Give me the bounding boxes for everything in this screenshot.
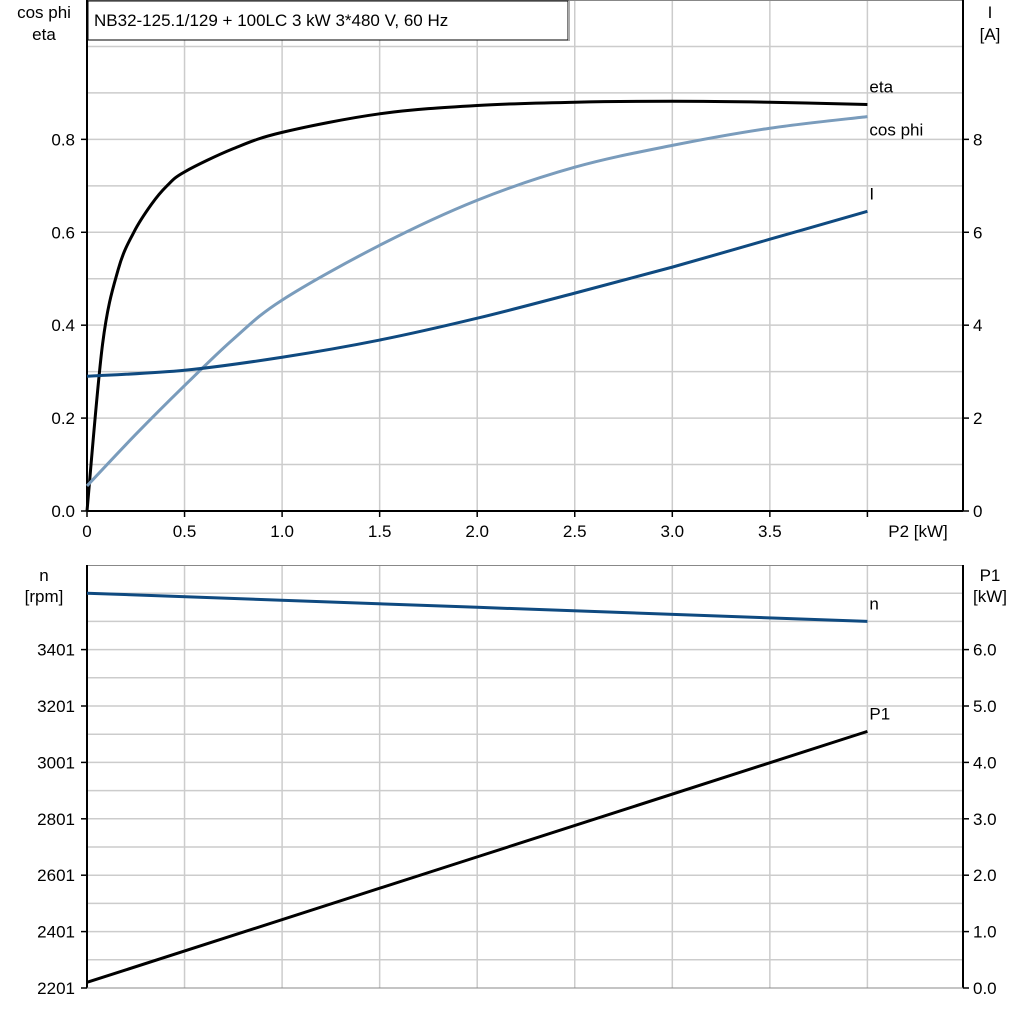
y-tick-label-right: 2 — [973, 409, 982, 428]
series-line-P1 — [86, 729, 868, 984]
x-tick-label: 3.0 — [660, 522, 684, 541]
series-label-cos-phi: cos phi — [869, 121, 923, 140]
series-label-P1: P1 — [869, 704, 890, 723]
y-axis-label-right: I — [988, 3, 993, 22]
y-tick-label-left: 0.6 — [51, 223, 75, 242]
y-tick-label-right: 3.0 — [973, 810, 997, 829]
y-tick-label-right: 4.0 — [973, 753, 997, 772]
y-tick-label-right: 5.0 — [973, 697, 997, 716]
y-tick-label-left: 0.0 — [51, 502, 75, 521]
y-axis-label-right: [A] — [980, 25, 1001, 44]
x-tick-label: 3.5 — [758, 522, 782, 541]
panel-1 — [81, 0, 969, 517]
y-tick-label-right: 6 — [973, 223, 982, 242]
y-tick-label-left: 0.8 — [51, 130, 75, 149]
y-tick-label-right: 8 — [973, 130, 982, 149]
y-axis-label-left: cos phi — [17, 3, 71, 22]
series-label-eta: eta — [869, 78, 893, 97]
y-tick-label-right: 4 — [973, 316, 982, 335]
y-axis-label-left: n — [39, 566, 48, 585]
y-tick-label-left: 2401 — [37, 923, 75, 942]
y-tick-label-left: 0.4 — [51, 316, 75, 335]
y-tick-label-left: 3401 — [37, 641, 75, 660]
y-tick-label-left: 3201 — [37, 697, 75, 716]
y-tick-label-left: 3001 — [37, 753, 75, 772]
series-line-cos-phi — [85, 115, 868, 487]
y-tick-label-left: 2601 — [37, 866, 75, 885]
panel-2 — [81, 565, 969, 989]
y-tick-label-left: 0.2 — [51, 409, 75, 428]
y-tick-label-left: 2801 — [37, 810, 75, 829]
y-tick-label-right: 0 — [973, 502, 982, 521]
series-label-n: n — [869, 594, 878, 613]
chart-title: NB32-125.1/129 + 100LC 3 kW 3*480 V, 60 … — [94, 11, 448, 30]
y-tick-label-left: 2201 — [37, 979, 75, 998]
y-axis-label-right: [kW] — [973, 587, 1007, 606]
y-tick-label-right: 6.0 — [973, 641, 997, 660]
y-axis-label-left: [rpm] — [25, 587, 64, 606]
x-tick-label: 0 — [82, 522, 91, 541]
series-line-I — [86, 209, 868, 378]
y-axis-label-right: P1 — [980, 566, 1001, 585]
series-label-I: I — [869, 184, 874, 203]
series-line-eta — [85, 99, 868, 512]
x-tick-label: 2.5 — [563, 522, 587, 541]
y-axis-label-left: eta — [32, 25, 56, 44]
series-line-n — [86, 591, 868, 623]
x-tick-label: 1.5 — [368, 522, 392, 541]
title-box — [87, 0, 569, 41]
y-tick-label-right: 0.0 — [973, 979, 997, 998]
x-tick-label: 1.0 — [270, 522, 294, 541]
y-tick-label-right: 2.0 — [973, 866, 997, 885]
y-tick-label-right: 1.0 — [973, 923, 997, 942]
x-tick-label: 2.0 — [465, 522, 489, 541]
x-axis-label: P2 [kW] — [888, 522, 948, 541]
x-tick-label: 0.5 — [173, 522, 197, 541]
